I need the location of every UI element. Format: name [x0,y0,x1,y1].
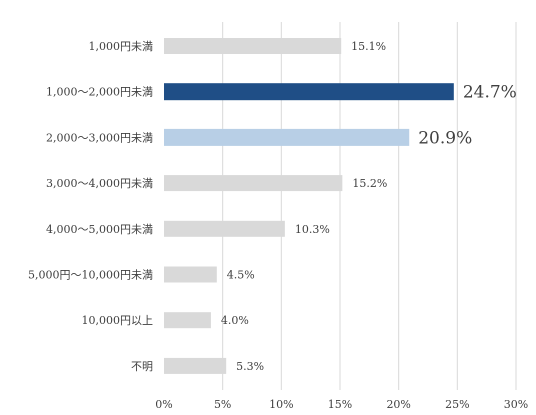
category-label: 2,000～3,000円未満 [46,131,153,144]
category-label: 5,000円～10,000円未満 [28,269,153,282]
bar [164,357,227,374]
x-tick-label: 0% [155,398,172,411]
bar [164,175,343,192]
gridlines [222,22,517,390]
x-tick-label: 20% [386,398,410,411]
bar [164,266,217,283]
bar [164,312,211,329]
category-label: 3,000～4,000円未満 [46,177,153,190]
data-label: 5.3% [236,360,264,373]
bar-group [164,38,454,374]
x-tick-label: 10% [269,398,293,411]
data-label: 4.5% [227,269,255,282]
data-label: 24.7% [463,83,517,103]
bar [164,128,410,146]
data-label: 15.2% [352,177,387,190]
x-tick-label: 25% [445,398,469,411]
category-label: 1,000円未満 [89,40,154,53]
category-label: 不明 [131,360,153,373]
bar [164,220,285,237]
bar [164,38,342,54]
category-label: 1,000～2,000円未満 [46,86,153,99]
x-tick-label: 5% [214,398,231,411]
category-label: 10,000円以上 [82,314,154,327]
data-label: 20.9% [418,128,472,148]
category-labels: 1,000円未満 1,000～2,000円未満 2,000～3,000円未満 3,00… [28,40,153,373]
x-tick-label: 15% [328,398,352,411]
x-tick-label: 30% [504,398,528,411]
data-label: 4.0% [221,314,249,327]
x-axis-tick-labels: 0% 5% 10% 15% 20% 25% 30% [155,398,528,411]
data-label: 10.3% [295,223,330,236]
value-labels: 15.1% 24.7% 20.9% 15.2% 10.3% 4.5% 4.0% 5.3% [221,40,517,373]
category-label: 4,000～5,000円未満 [46,223,153,236]
data-label: 15.1% [351,40,386,53]
bar [164,83,454,101]
